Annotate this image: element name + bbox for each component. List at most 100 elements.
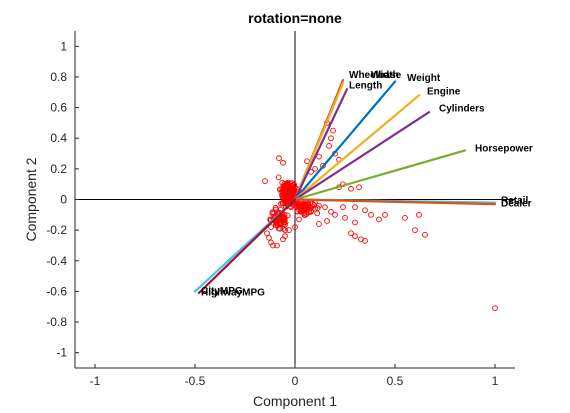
loading-vector: [293, 198, 497, 206]
y-tick-label: 0.6: [50, 101, 67, 115]
loading-vectors: [193, 78, 497, 295]
x-tick-label: 0.5: [387, 374, 404, 388]
scatter-point: [292, 202, 299, 209]
vector-label: CityMPG: [201, 286, 243, 297]
loading-vector: [293, 111, 431, 201]
x-tick-label: -1: [90, 374, 101, 388]
scatter-point: [422, 231, 428, 238]
vector-label: Engine: [427, 87, 461, 98]
scatter-point: [330, 127, 336, 134]
scatter-point: [264, 230, 270, 237]
scatter-point: [312, 166, 318, 172]
scatter-point: [286, 227, 292, 233]
loading-vector: [293, 94, 421, 201]
scatter-point: [352, 233, 358, 240]
scatter-point: [276, 155, 282, 161]
scatter-point: [368, 211, 374, 218]
y-axis-label: Component 2: [23, 157, 39, 241]
vector-label: Weight: [407, 73, 441, 84]
scatter-point: [342, 215, 348, 221]
scatter-point: [280, 159, 286, 166]
scatter-point: [274, 242, 280, 249]
y-tick-label: -0.8: [46, 315, 67, 329]
scatter-point: [308, 205, 315, 211]
scatter-point: [285, 181, 291, 188]
chart-title: rotation=none: [248, 10, 342, 26]
loading-vector: [293, 88, 349, 201]
scatter-point: [280, 225, 287, 232]
scatter-point: [280, 213, 286, 220]
y-tick-label: 0: [60, 193, 67, 207]
scatter-point: [376, 216, 382, 223]
loading-vector: [197, 198, 297, 295]
scatter-point: [416, 211, 422, 218]
scatter-point: [332, 211, 338, 218]
x-tick-label: 0: [292, 374, 299, 388]
loading-vector: [293, 149, 467, 201]
scatter-point: [362, 207, 368, 214]
scatter-point: [328, 135, 334, 142]
scatter-point: [282, 233, 288, 240]
scatter-point: [277, 186, 283, 193]
vector-label: Dealer: [501, 199, 532, 210]
scatter-point: [348, 230, 354, 237]
scatter-point: [402, 215, 408, 221]
vector-label: Horsepower: [475, 143, 533, 154]
scatter-point: [294, 208, 301, 215]
scatter-point: [352, 219, 358, 226]
scatter-point: [295, 203, 302, 209]
scatter-point: [362, 238, 368, 244]
scatter-point: [324, 218, 330, 224]
scatter-point: [280, 199, 286, 206]
scatter-point: [269, 209, 276, 215]
x-axis-label: Component 1: [253, 393, 337, 409]
scatter-point: [340, 204, 346, 211]
scatter-point: [328, 208, 334, 215]
scatter-point: [266, 234, 272, 241]
scatter-point: [292, 224, 298, 230]
y-tick-label: 1: [60, 39, 67, 53]
scatter-point: [280, 193, 287, 200]
x-tick-label: -0.5: [185, 374, 206, 388]
y-tick-label: -0.4: [46, 254, 67, 268]
scatter-point: [356, 184, 362, 191]
scatter-point: [285, 189, 292, 195]
y-tick-label: 0.2: [50, 162, 67, 176]
y-tick-label: 0.8: [50, 70, 67, 84]
scatter-point: [316, 153, 322, 160]
x-tick-label: 1: [492, 374, 499, 388]
scatter-point: [268, 224, 274, 230]
scatter-point: [277, 225, 283, 232]
vector-label: Length: [349, 81, 382, 92]
vector-label: Wheelbase: [349, 70, 402, 81]
scatter-point: [262, 178, 268, 184]
vector-label: Cylinders: [439, 104, 485, 115]
scatter-point: [289, 192, 296, 199]
y-tick-label: 0.4: [50, 131, 67, 145]
scatter-point: [322, 204, 328, 211]
scatter-point: [382, 211, 388, 218]
scatter-point: [282, 227, 288, 234]
scatter-point: [301, 204, 308, 210]
y-tick-label: -0.6: [46, 284, 67, 298]
y-tick-label: -0.2: [46, 223, 67, 237]
scatter-point: [348, 185, 354, 192]
y-tick-label: -1: [56, 346, 67, 360]
scatter-point: [320, 162, 326, 169]
scatter-point: [352, 204, 358, 211]
scatter-point: [492, 305, 498, 312]
vector-label: Retail: [501, 196, 528, 207]
scatter-point: [314, 210, 321, 217]
vector-label: Width: [371, 70, 399, 81]
scatter-point: [275, 174, 282, 181]
scatter-point: [326, 143, 332, 149]
scatter-point: [284, 197, 291, 204]
scatter-points: [262, 120, 498, 312]
vector-label: HighwayMPG: [201, 287, 265, 298]
scatter-point: [270, 242, 276, 249]
scatter-point: [296, 216, 302, 223]
scatter-point: [316, 221, 322, 227]
scatter-point: [412, 227, 418, 233]
